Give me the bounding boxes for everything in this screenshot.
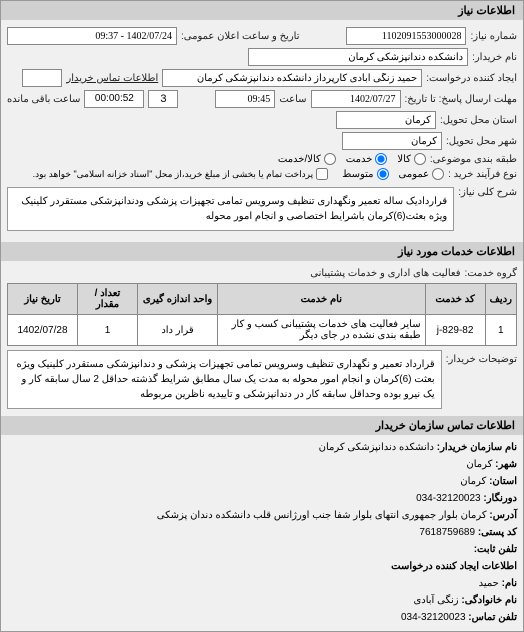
radio-auction[interactable]: عمومی — [399, 168, 445, 180]
th-date: تاریخ نیاز — [8, 284, 78, 315]
contact-buyer-field — [22, 69, 62, 87]
cphone-value: 32120023-034 — [401, 612, 466, 623]
buyer-org-field — [248, 48, 468, 66]
deadline-time-field — [215, 90, 275, 108]
contact-province-label: استان: — [489, 476, 517, 487]
contact-fax-label: دورنگار: — [483, 493, 517, 504]
deadline-label: مهلت ارسال پاسخ: تا تاریخ: — [405, 94, 517, 105]
fname-label: نام: — [502, 578, 517, 589]
requester-label: ایجاد کننده درخواست: — [426, 73, 517, 84]
th-qty: تعداد / مقدار — [78, 284, 138, 315]
process-type-label: نوع فرآیند خرید : — [448, 169, 517, 180]
th-code: کد خدمت — [425, 284, 485, 315]
contact-fax-value: 32120023-034 — [416, 493, 481, 504]
req-number-field — [346, 27, 466, 45]
th-row: ردیف — [485, 284, 516, 315]
contact-province-value: کرمان — [460, 476, 486, 487]
announce-date-label: تاریخ و ساعت اعلان عمومی: — [181, 31, 300, 42]
contact-address-label: آدرس: — [489, 510, 517, 521]
delivery-city-label: شهر محل تحویل: — [446, 136, 517, 147]
cphone-label: تلفن تماس: — [468, 612, 517, 623]
contact-postal-label: کد پستی: — [478, 527, 517, 538]
table-row: 1 j-829-82 سایر فعالیت های خدمات پشتیبان… — [8, 315, 517, 346]
contact-city-value: کرمان — [466, 459, 492, 470]
contact-postal-value: 7618759689 — [419, 527, 475, 538]
remain-time: 00:00:52 — [84, 90, 144, 108]
remain-label: ساعت باقی مانده — [7, 94, 80, 105]
checkbox-treasury[interactable]: پرداخت تمام یا بخشی از مبلغ خرید،از محل … — [33, 168, 328, 180]
service-group-value: فعالیت های اداری و خدمات پشتیبانی — [310, 268, 460, 279]
announce-date-field — [7, 27, 177, 45]
delivery-province-field — [336, 111, 436, 129]
deadline-time-label: ساعت — [279, 94, 306, 105]
creator-header: اطلاعات ایجاد کننده درخواست — [7, 559, 517, 575]
org-name-value: دانشکده دندانپزشکی کرمان — [319, 442, 434, 453]
services-table: ردیف کد خدمت نام خدمت واحد اندازه گیری ت… — [7, 283, 517, 346]
budget-type-label: طبقه بندی موضوعی: — [430, 154, 517, 165]
contact-address-value: کرمان بلوار جمهوری انتهای بلوار شفا جنب … — [157, 510, 487, 521]
delivery-city-field — [342, 132, 442, 150]
radio-service[interactable]: خدمت — [346, 153, 388, 165]
radio-goods[interactable]: کالا — [397, 153, 426, 165]
fname-value: حمید — [479, 578, 499, 589]
buyer-explain-box: قرارداد تعمیر و نگهداری تنظیف وسرویس تما… — [7, 350, 442, 409]
lname-label: نام خانوادگی: — [461, 595, 517, 606]
remain-days: 3 — [148, 90, 178, 108]
org-name-label: نام سازمان خریدار: — [437, 442, 517, 453]
radio-both[interactable]: کالا/خدمت — [278, 153, 336, 165]
lname-value: زنگی آبادی — [413, 595, 458, 606]
th-unit: واحد اندازه گیری — [138, 284, 218, 315]
delivery-province-label: استان محل تحویل: — [440, 115, 517, 126]
contact-header: اطلاعات تماس سازمان خریدار — [1, 416, 523, 435]
deadline-date-field — [311, 90, 401, 108]
requester-field — [162, 69, 422, 87]
service-group-label: گروه خدمت: — [464, 268, 517, 279]
general-desc-label: شرح کلی نیاز: — [458, 183, 517, 198]
req-number-label: شماره نیاز: — [470, 31, 517, 42]
th-name: نام خدمت — [218, 284, 426, 315]
services-header: اطلاعات خدمات مورد نیاز — [1, 242, 523, 261]
general-desc-box: قراردادیک ساله تعمیر ونگهداری تنظیف وسرو… — [7, 187, 454, 231]
contact-city-label: شهر: — [495, 459, 517, 470]
contact-phone-label: تلفن ثابت: — [474, 544, 517, 555]
contact-buyer-label[interactable]: اطلاعات تماس خریدار — [66, 73, 158, 84]
tab-title: اطلاعات نیاز — [1, 1, 523, 20]
radio-medium[interactable]: متوسط — [342, 168, 388, 180]
buyer-explain-label: توضیحات خریدار: — [446, 350, 517, 365]
buyer-org-label: نام خریدار: — [472, 52, 517, 63]
